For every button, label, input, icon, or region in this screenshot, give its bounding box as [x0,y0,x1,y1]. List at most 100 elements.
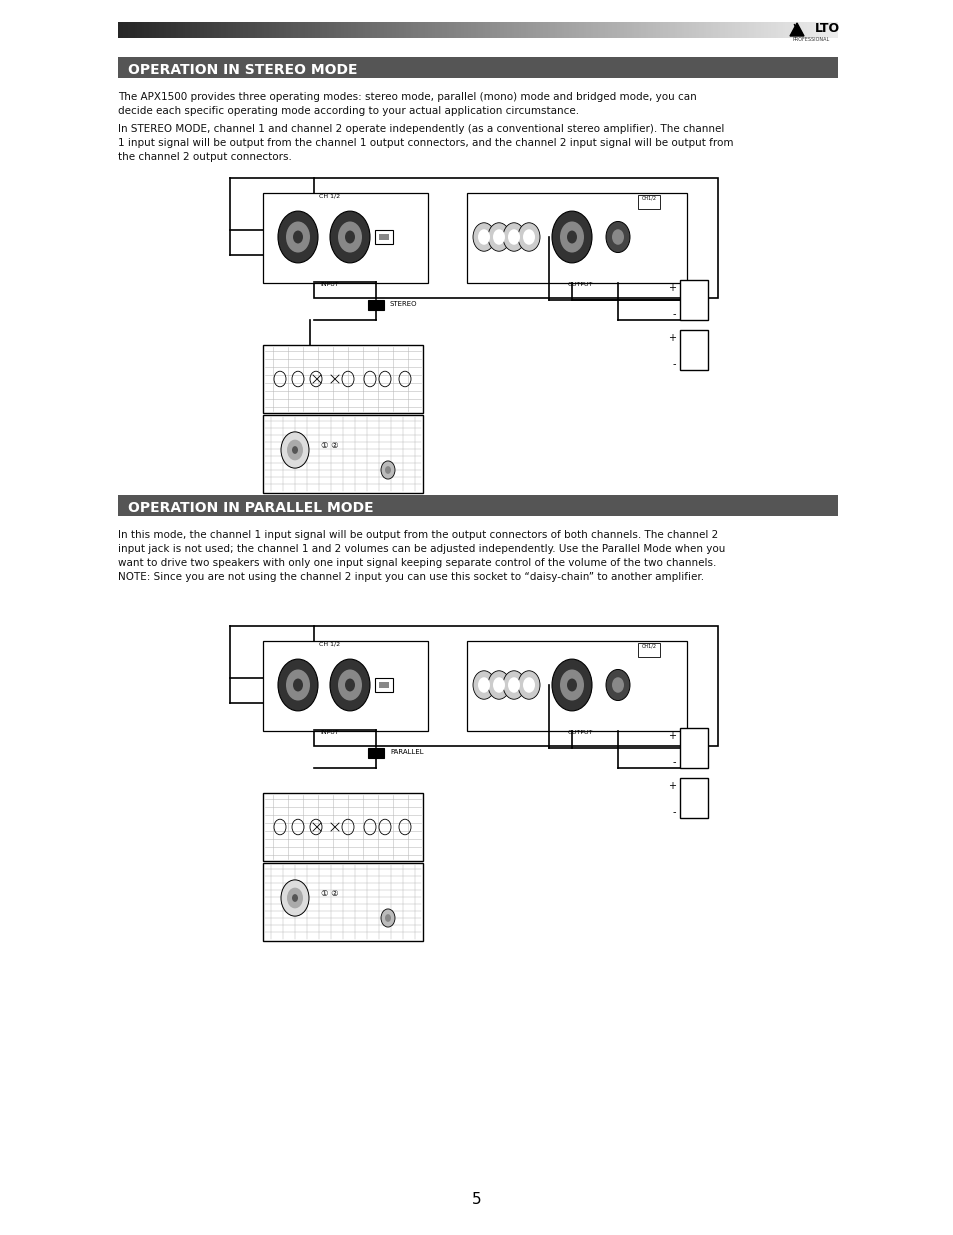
Circle shape [473,222,495,251]
Bar [213,22,216,38]
Bar [254,22,257,38]
Bar [612,22,615,38]
Bar [720,22,722,38]
Bar [679,778,707,818]
Bar [139,22,142,38]
Bar [471,22,474,38]
Bar [713,22,716,38]
Circle shape [293,678,303,692]
Bar [473,22,476,38]
Bar [378,682,389,688]
Circle shape [293,231,303,243]
Text: In STEREO MODE, channel 1 and channel 2 operate independently (as a conventional: In STEREO MODE, channel 1 and channel 2 … [118,124,723,135]
Bar [645,22,648,38]
Text: +: + [667,283,676,293]
Bar [588,22,591,38]
Bar [144,22,147,38]
Bar [233,22,235,38]
Bar [169,22,172,38]
Bar [530,22,533,38]
Bar [482,22,485,38]
Bar [153,22,156,38]
Bar [314,22,317,38]
Bar [683,22,686,38]
Bar [142,22,145,38]
Bar [778,22,781,38]
Bar [316,22,320,38]
Bar [134,22,137,38]
Bar [669,22,672,38]
Bar [355,22,358,38]
Text: CH1/2: CH1/2 [640,196,656,201]
Bar [650,22,653,38]
Bar [394,22,396,38]
Circle shape [559,221,583,252]
Circle shape [502,671,524,699]
Bar [528,22,531,38]
Text: -: - [672,309,676,319]
Bar [276,22,279,38]
Bar [782,22,785,38]
Circle shape [477,230,490,245]
Bar [784,22,787,38]
Bar [569,22,572,38]
Bar [468,22,471,38]
Circle shape [493,677,504,693]
Text: PROFESSIONAL: PROFESSIONAL [792,37,829,42]
Bar [302,22,305,38]
Bar [351,22,354,38]
Bar [636,22,639,38]
Bar [598,22,600,38]
Bar [564,22,567,38]
Bar [816,22,819,38]
Circle shape [552,211,592,263]
Bar [552,22,555,38]
Bar [375,22,377,38]
Bar [379,22,382,38]
Bar [297,22,300,38]
Circle shape [612,230,623,245]
Bar [243,22,246,38]
Bar [578,22,581,38]
Bar [204,22,207,38]
Bar [698,22,701,38]
Bar [454,22,456,38]
Bar [614,22,617,38]
Bar [384,22,387,38]
Bar [237,22,241,38]
Text: OUTPUT: OUTPUT [567,282,592,287]
Bar [664,22,667,38]
Circle shape [385,914,391,921]
Bar [218,22,221,38]
Bar [250,22,253,38]
Bar [263,193,428,283]
Bar [799,22,801,38]
Bar [228,22,231,38]
Bar [365,22,368,38]
Bar [193,22,195,38]
Bar [504,22,507,38]
Bar [240,22,243,38]
Bar [403,22,406,38]
Bar [679,22,681,38]
Bar [585,22,588,38]
Bar [391,22,395,38]
Bar [367,22,370,38]
Bar [677,22,679,38]
Bar [272,22,274,38]
Bar [406,22,409,38]
Bar [248,22,251,38]
Bar [595,22,598,38]
Bar [638,643,659,657]
Bar [732,22,735,38]
Bar [253,22,255,38]
Circle shape [477,677,490,693]
Circle shape [287,888,303,909]
Bar [617,22,619,38]
Bar [263,415,422,493]
Bar [226,22,229,38]
Bar [787,22,790,38]
Bar [518,22,521,38]
Circle shape [287,440,303,461]
Bar [557,22,559,38]
